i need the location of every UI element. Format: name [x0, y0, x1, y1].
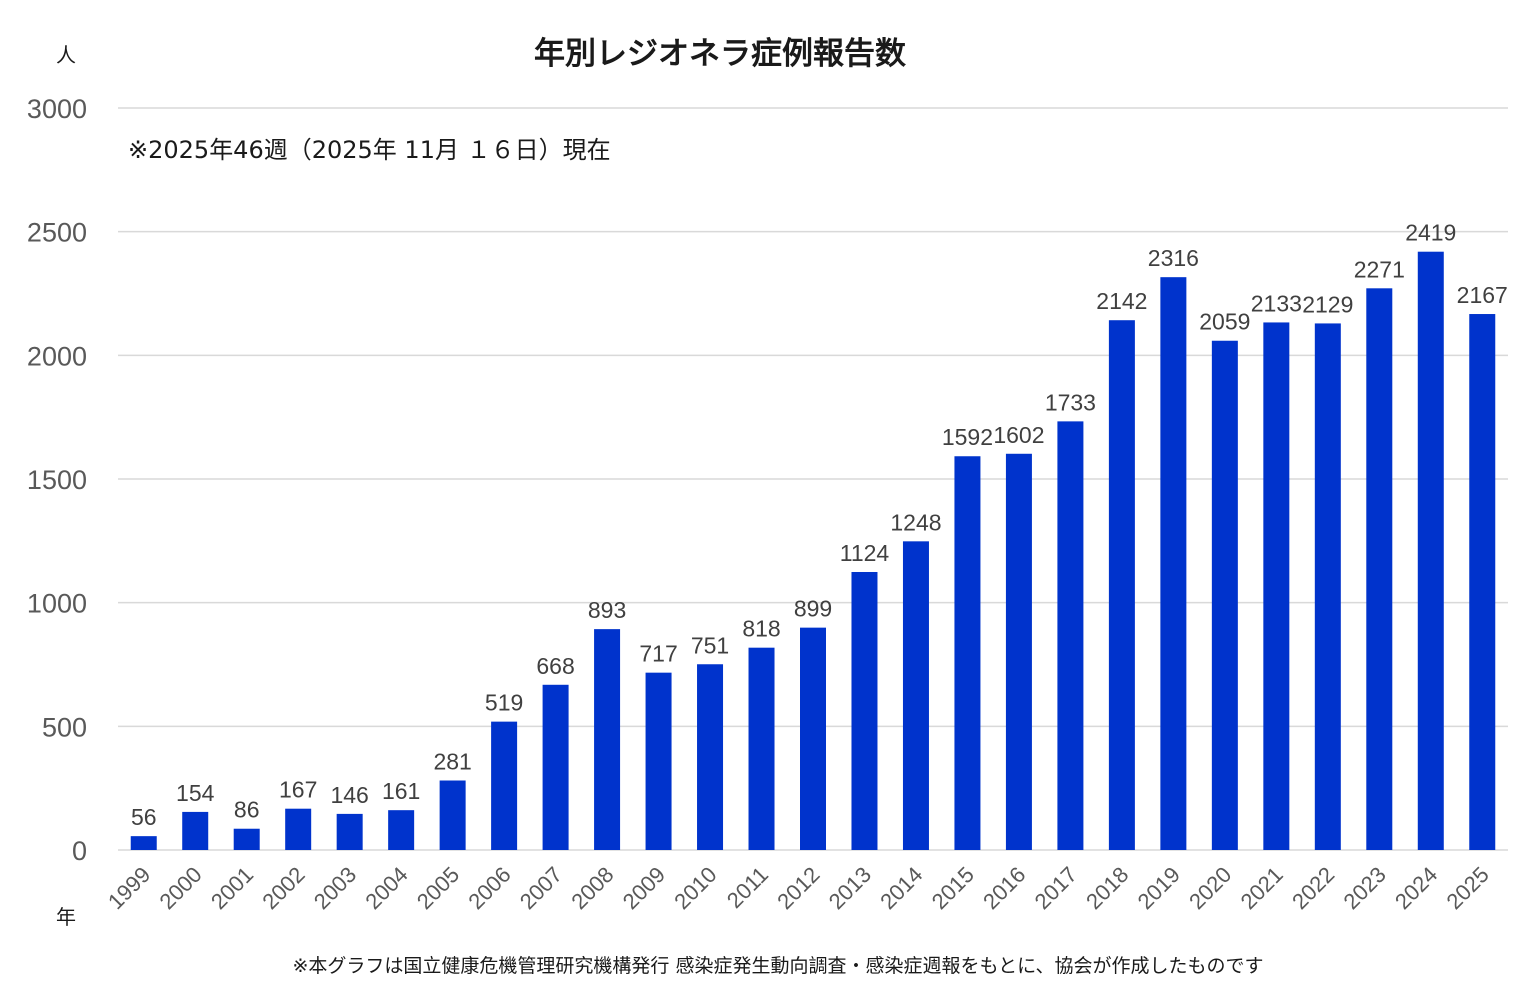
x-tick-label: 2010 [669, 862, 721, 914]
x-axis-unit-label: 年 [56, 905, 76, 929]
x-tick-label: 2022 [1287, 862, 1339, 914]
data-label: 2142 [1096, 288, 1147, 314]
bar-2017 [1057, 421, 1084, 850]
bar-2019 [1160, 277, 1187, 850]
data-label: 2129 [1302, 291, 1353, 317]
data-label: 899 [794, 596, 832, 622]
x-tick-label: 2008 [566, 862, 618, 914]
source-footnote: ※本グラフは国立健康危機管理研究機構発行 感染症発生動向調査・感染症週報をもとに… [292, 955, 1263, 977]
data-label: 167 [279, 777, 317, 803]
bar-2014 [902, 541, 929, 850]
data-label: 1592 [942, 424, 993, 450]
bar-2018 [1108, 320, 1135, 850]
y-tick-label: 500 [42, 712, 87, 742]
x-tick-label: 2012 [772, 862, 824, 914]
bar-2009 [645, 672, 672, 850]
x-tick-label: 2023 [1339, 862, 1391, 914]
data-label: 281 [433, 748, 471, 774]
data-label: 2133 [1251, 290, 1302, 316]
data-label: 1248 [890, 509, 941, 535]
bar-2011 [748, 647, 775, 850]
data-label: 893 [588, 597, 626, 623]
data-label: 717 [639, 641, 677, 667]
data-label: 751 [691, 632, 729, 658]
data-label: 519 [485, 690, 523, 716]
x-tick-label: 2005 [412, 862, 464, 914]
x-tick-label: 2011 [722, 862, 773, 913]
bar-2002 [285, 808, 312, 850]
bar-2005 [439, 780, 466, 850]
data-label: 2316 [1148, 245, 1199, 271]
bar-2004 [388, 810, 415, 850]
gridlines [118, 107, 1508, 851]
bar-2012 [800, 627, 826, 850]
bar-2015 [954, 456, 981, 850]
y-axis-unit-label: 人 [56, 43, 76, 67]
data-label: 2271 [1354, 256, 1405, 282]
bar-2001 [233, 828, 260, 850]
x-tick-label: 2007 [515, 862, 567, 914]
data-label: 1124 [840, 540, 890, 566]
bar-2008 [594, 629, 621, 850]
data-label: 154 [176, 780, 215, 806]
chart-subtitle-note: ※2025年46週（2025年 11月 １６日）現在 [128, 136, 611, 164]
data-label: 2167 [1457, 282, 1508, 308]
x-tick-label: 2001 [206, 862, 258, 914]
x-axis-ticks: 1999 2000 2001 2002 2003 2004 2005 2006 2007 2008… [103, 862, 1494, 914]
x-tick-label: 2018 [1081, 862, 1133, 914]
x-tick-label: 2021 [1236, 862, 1288, 914]
bar-1999 [130, 836, 157, 850]
x-tick-label: 2020 [1184, 862, 1236, 914]
bar-2022 [1314, 323, 1341, 850]
x-tick-label: 2000 [154, 862, 206, 914]
x-tick-label: 2025 [1442, 862, 1494, 914]
bar-2006 [491, 721, 518, 850]
chart-title: 年別レジオネラ症例報告数 [534, 36, 906, 72]
x-tick-label: 2024 [1390, 862, 1442, 914]
bar-2021 [1263, 322, 1290, 850]
bar-2000 [182, 811, 209, 850]
data-label: 161 [382, 778, 420, 804]
y-tick-label: 1000 [27, 589, 87, 619]
x-tick-label: 2017 [1030, 862, 1082, 914]
bar-2016 [1005, 453, 1032, 850]
data-label: 56 [131, 804, 157, 830]
y-tick-label: 3000 [27, 94, 87, 124]
bars [130, 251, 1496, 850]
x-tick-label: 2002 [257, 862, 309, 914]
data-label: 2419 [1405, 220, 1456, 246]
x-tick-label: 2006 [463, 862, 515, 914]
y-axis-ticks: 0 500 1000 1500 2000 2500 3000 [27, 94, 87, 866]
x-tick-label: 2015 [927, 862, 979, 914]
x-tick-label: 2019 [1133, 862, 1185, 914]
bar-2013 [851, 571, 878, 850]
x-tick-label: 2014 [875, 862, 927, 914]
x-tick-label: 2009 [618, 862, 670, 914]
x-tick-label: 2016 [978, 862, 1030, 914]
y-tick-label: 0 [72, 836, 87, 866]
bar-2025 [1469, 314, 1496, 850]
bar-2024 [1417, 251, 1444, 850]
x-tick-label: 2013 [824, 862, 876, 914]
bar-2010 [697, 664, 724, 850]
bar-2007 [542, 684, 569, 850]
bar-2023 [1366, 288, 1393, 850]
data-label: 668 [536, 653, 574, 679]
y-tick-label: 2500 [27, 218, 87, 248]
data-label: 86 [234, 797, 260, 823]
data-label: 1602 [993, 422, 1044, 448]
x-tick-label: 2004 [360, 862, 412, 914]
data-label: 2059 [1199, 309, 1250, 335]
x-tick-label: 1999 [103, 862, 155, 914]
data-label: 1733 [1045, 389, 1096, 415]
data-labels: 56 154 86 167 146 161 281 519 668 893 717 751 818 899… [131, 220, 1508, 830]
y-tick-label: 2000 [27, 341, 87, 371]
data-label: 146 [330, 782, 368, 808]
data-label: 818 [742, 616, 780, 642]
x-tick-label: 2003 [309, 862, 361, 914]
y-tick-label: 1500 [27, 465, 87, 495]
bar-2003 [336, 813, 363, 850]
bar-2020 [1211, 340, 1238, 850]
